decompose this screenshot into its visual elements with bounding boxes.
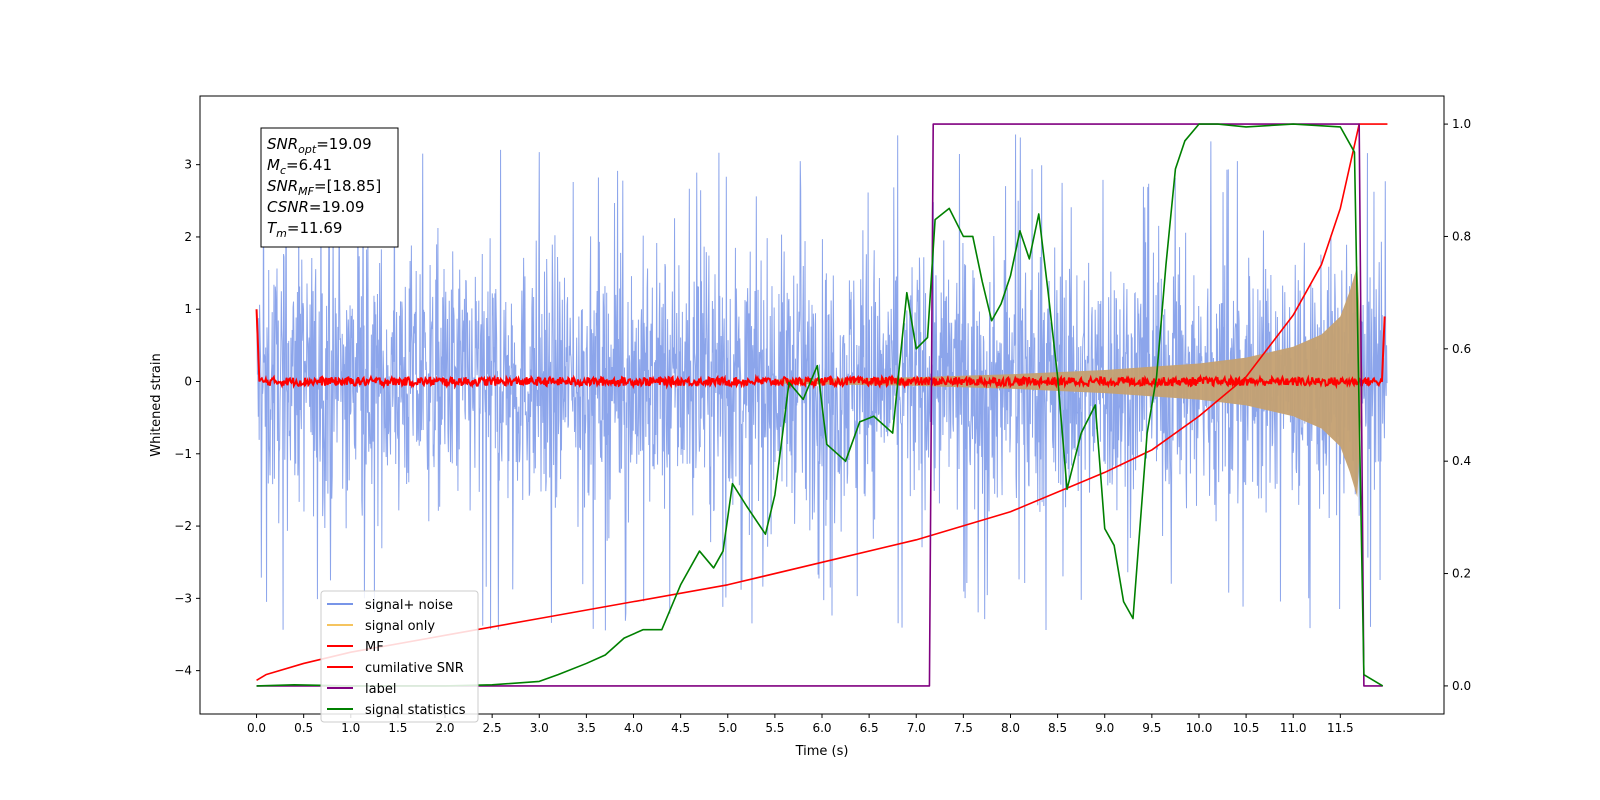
- y-tick-label-left: −3: [174, 591, 192, 605]
- x-tick-label: 3.5: [577, 721, 596, 735]
- legend-label: signal statistics: [365, 703, 466, 718]
- series-mf: [255, 309, 1386, 390]
- legend-label: signal only: [365, 619, 435, 634]
- y-tick-label-left: 3: [184, 158, 192, 172]
- x-tick-label: 5.5: [765, 721, 784, 735]
- series-signal-statistics: [256, 123, 1384, 687]
- y-tick-label-right: 0.2: [1452, 567, 1471, 581]
- legend-frame: [320, 590, 479, 723]
- x-tick-label: 4.5: [671, 721, 690, 735]
- legend-label: MF: [365, 640, 384, 655]
- y-tick-label-right: 0.8: [1452, 229, 1471, 243]
- legend-label: signal+ noise: [365, 598, 453, 613]
- x-tick-label: 8.5: [1048, 721, 1067, 735]
- y-tick-label-left: −2: [174, 519, 192, 533]
- y-tick-label-left: 0: [184, 375, 192, 389]
- x-tick-label: 7.0: [907, 721, 926, 735]
- x-tick-label: 9.0: [1095, 721, 1114, 735]
- x-tick-label: 11.5: [1327, 721, 1354, 735]
- annotation-box: SNRopt=19.09Mc=6.41SNRMF=[18.85]CSNR=19.…: [260, 127, 399, 248]
- x-axis-label: Time (s): [795, 744, 849, 759]
- x-tick-label: 1.5: [388, 721, 407, 735]
- annotation-line: SNRMF=[18.85]: [267, 177, 381, 198]
- annotation-line: Mc=6.41: [267, 156, 332, 177]
- x-tick-label: 10.5: [1233, 721, 1260, 735]
- x-tick-label: 4.0: [624, 721, 643, 735]
- y-tick-label-left: −1: [174, 447, 192, 461]
- y-tick-label-left: 2: [184, 230, 192, 244]
- annotation-line: SNRopt=19.09: [267, 135, 372, 156]
- annotation-line: Tm=11.69: [267, 219, 342, 240]
- x-tick-label: 10.0: [1186, 721, 1213, 735]
- y-axis-left: 3 2 1 0 −1 −2 −3 −4: [174, 158, 200, 678]
- y-tick-label-left: 1: [184, 302, 192, 316]
- x-tick-label: 0.5: [294, 721, 313, 735]
- x-tick-label: 3.0: [530, 721, 549, 735]
- x-tick-label: 9.5: [1142, 721, 1161, 735]
- legend-label: label: [365, 682, 396, 697]
- x-tick-label: 6.5: [860, 721, 879, 735]
- y-axis-label-left: Whitened strain: [149, 353, 164, 456]
- annotation-frame: [260, 127, 399, 248]
- x-tick-label: 6.0: [812, 721, 831, 735]
- legend: signal+ noise signal only MF cumilative SNR…: [320, 590, 479, 723]
- x-tick-label: 2.5: [483, 721, 502, 735]
- y-tick-label-right: 0.4: [1452, 454, 1471, 468]
- x-tick-label: 1.0: [341, 721, 360, 735]
- annotation-line: CSNR=19.09: [267, 198, 364, 216]
- x-tick-label: 8.0: [1001, 721, 1020, 735]
- y-tick-label-right: 0.6: [1452, 342, 1471, 356]
- series-label: [256, 123, 1383, 687]
- x-tick-label: 0.0: [247, 721, 266, 735]
- y-tick-label-left: −4: [174, 664, 192, 678]
- y-tick-label-right: 1.0: [1452, 117, 1471, 131]
- x-tick-label: 2.0: [435, 721, 454, 735]
- x-tick-label: 5.0: [718, 721, 737, 735]
- x-axis: 0.0 0.5 1.0 1.5 2.0 2.5 3.0 3.5 4.0 4.5 5.0 5.5 6.0 6…: [247, 714, 1354, 735]
- x-tick-label: 11.0: [1280, 721, 1307, 735]
- legend-label: cumilative SNR: [365, 661, 464, 676]
- x-tick-label: 7.5: [954, 721, 973, 735]
- y-tick-label-right: 0.0: [1452, 679, 1471, 693]
- y-axis-right: 1.0 0.8 0.6 0.4 0.2 0.0: [1444, 117, 1471, 693]
